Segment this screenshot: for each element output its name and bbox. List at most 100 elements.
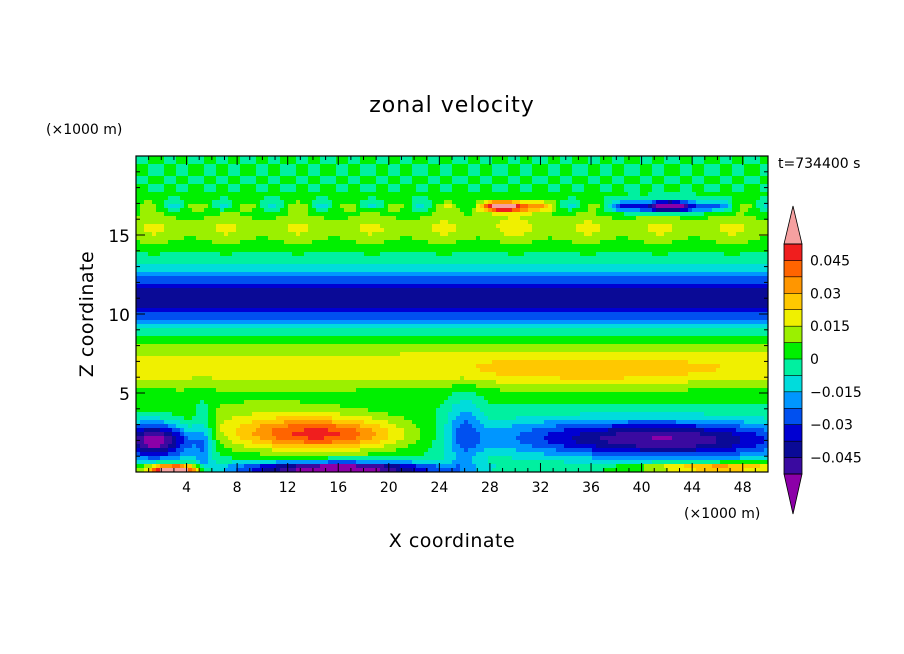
field-cell <box>352 204 356 208</box>
field-cell <box>232 248 236 252</box>
field-cell <box>432 236 436 240</box>
field-cell <box>672 192 676 196</box>
field-cell <box>676 236 680 240</box>
field-cell <box>260 176 264 180</box>
field-cell <box>224 220 228 224</box>
field-cell <box>500 192 504 196</box>
field-cell <box>196 252 200 256</box>
field-cell <box>456 196 460 200</box>
field-cell <box>232 172 236 176</box>
field-cell <box>280 252 284 256</box>
field-cell <box>220 156 224 160</box>
field-cell <box>592 200 596 204</box>
field-cell <box>648 244 652 248</box>
field-cell <box>592 184 596 188</box>
field-cell <box>164 184 168 188</box>
field-cell <box>668 232 672 236</box>
field-cell <box>672 160 676 164</box>
field-cell <box>500 184 504 188</box>
field-cell <box>148 168 152 172</box>
field-cell <box>512 256 516 260</box>
field-cell <box>260 196 264 200</box>
field-cell <box>684 168 688 172</box>
field-cell <box>520 264 524 268</box>
field-cell <box>516 280 520 284</box>
field-cell <box>608 276 612 280</box>
field-cell <box>660 200 664 204</box>
field-cell <box>716 156 720 160</box>
field-cell <box>380 192 384 196</box>
field-cell <box>424 160 428 164</box>
field-cell <box>524 272 528 276</box>
field-cell <box>244 244 248 248</box>
field-cell <box>348 200 352 204</box>
field-cell <box>220 180 224 184</box>
field-cell <box>588 192 592 196</box>
field-cell <box>352 216 356 220</box>
field-cell <box>364 200 368 204</box>
field-cell <box>200 208 204 212</box>
field-cell <box>180 224 184 228</box>
field-cell <box>268 204 272 208</box>
field-cell <box>436 216 440 220</box>
field-cell <box>468 244 472 248</box>
field-cell <box>664 164 668 168</box>
field-cell <box>412 180 416 184</box>
field-cell <box>712 196 716 200</box>
field-cell <box>380 176 384 180</box>
field-cell <box>308 208 312 212</box>
field-cell <box>340 272 344 276</box>
field-cell <box>616 224 620 228</box>
field-cell <box>636 164 640 168</box>
field-cell <box>564 240 568 244</box>
field-cell <box>268 252 272 256</box>
field-cell <box>728 264 732 268</box>
field-cell <box>636 180 640 184</box>
field-cell <box>284 216 288 220</box>
field-cell <box>464 184 468 188</box>
field-cell <box>756 216 760 220</box>
field-cell <box>360 264 364 268</box>
field-cell <box>164 188 168 192</box>
field-cell <box>500 208 504 212</box>
field-cell <box>692 160 696 164</box>
field-cell <box>556 180 560 184</box>
field-cell <box>152 276 156 280</box>
field-cell <box>712 156 716 160</box>
field-cell <box>496 264 500 268</box>
field-cell <box>356 192 360 196</box>
field-cell <box>180 200 184 204</box>
field-cell <box>520 280 524 284</box>
field-cell <box>144 236 148 240</box>
field-cell <box>672 208 676 212</box>
field-cell <box>224 208 228 212</box>
field-cell <box>560 204 564 208</box>
field-cell <box>328 160 332 164</box>
field-cell <box>652 212 656 216</box>
field-cell <box>340 196 344 200</box>
field-cell <box>220 244 224 248</box>
field-cell <box>268 220 272 224</box>
field-cell <box>292 260 296 264</box>
field-cell <box>628 180 632 184</box>
field-cell <box>716 204 720 208</box>
field-cell <box>316 176 320 180</box>
field-cell <box>652 264 656 268</box>
field-cell <box>484 208 488 212</box>
field-cell <box>416 192 420 196</box>
field-cell <box>540 252 544 256</box>
field-cell <box>476 188 480 192</box>
field-cell <box>736 236 740 240</box>
field-cell <box>488 268 492 272</box>
field-cell <box>516 260 520 264</box>
field-cell <box>384 188 388 192</box>
field-cell <box>604 184 608 188</box>
field-cell <box>152 216 156 220</box>
field-cell <box>440 180 444 184</box>
field-cell <box>468 268 472 272</box>
field-cell <box>728 176 732 180</box>
field-cell <box>180 260 184 264</box>
field-cell <box>204 236 208 240</box>
field-cell <box>552 252 556 256</box>
field-cell <box>448 240 452 244</box>
